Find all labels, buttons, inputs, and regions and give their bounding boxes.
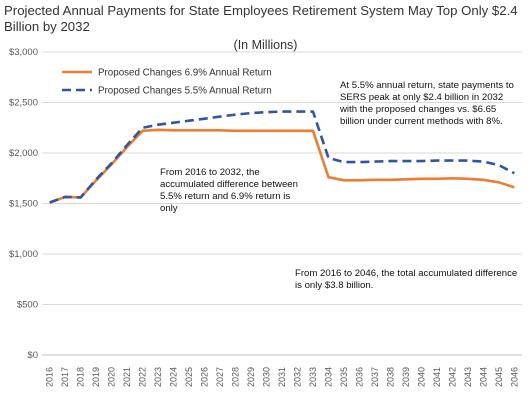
gridlines (42, 51, 522, 356)
y-tick-label: $3,000 (9, 47, 38, 58)
x-tick-label: 2022 (138, 367, 148, 387)
x-tick-label: 2019 (91, 367, 101, 387)
x-tick-label: 2017 (60, 367, 70, 387)
x-tick-label: 2043 (463, 367, 473, 387)
x-tick-label: 2029 (246, 367, 256, 387)
x-tick-label: 2027 (215, 367, 225, 387)
x-tick-label: 2026 (200, 367, 210, 387)
y-tick-label: $1,500 (9, 199, 38, 210)
y-tick-label: $500 (17, 300, 38, 311)
x-tick-label: 2023 (153, 367, 163, 387)
legend-label: Proposed Changes 6.9% Annual Return (98, 68, 272, 79)
x-tick-label: 2030 (262, 367, 272, 387)
x-tick-label: 2033 (308, 367, 318, 387)
x-tick-label: 2024 (169, 367, 179, 387)
x-tick-label: 2020 (107, 367, 117, 387)
series-line (49, 110, 515, 204)
x-axis-ticks: 2016 2017 2018 2019 2020 2021 2022 2023 2024 2025… (45, 367, 520, 387)
y-tick-label: $2,500 (9, 98, 38, 109)
annotation-peak-2032: At 5.5% annual return, state payments to… (340, 80, 514, 127)
x-tick-label: 2028 (231, 367, 241, 387)
x-tick-label: 2031 (277, 367, 287, 387)
y-tick-label: $2,000 (9, 148, 38, 159)
x-tick-label: 2032 (292, 367, 302, 387)
x-tick-label: 2038 (385, 367, 395, 387)
x-tick-label: 2046 (509, 367, 519, 387)
x-tick-label: 2041 (432, 367, 442, 387)
x-tick-label: 2036 (354, 367, 364, 387)
y-axis-ticks: $0 $500 $1,000 $1,500 $2,000 $2,500 $3,000 (9, 47, 38, 361)
annotation-accumulated-2032: From 2016 to 2032, the accumulated diffe… (160, 167, 298, 214)
x-tick-label: 2040 (416, 367, 426, 387)
legend: Proposed Changes 6.9% Annual Return Propo… (62, 68, 272, 97)
x-tick-label: 2039 (401, 367, 411, 387)
y-tick-label: $0 (27, 350, 38, 361)
legend-label: Proposed Changes 5.5% Annual Return (98, 86, 272, 97)
x-tick-label: 2035 (339, 367, 349, 387)
x-tick-label: 2037 (370, 367, 380, 387)
x-tick-label: 2044 (478, 367, 488, 387)
x-tick-label: 2021 (122, 367, 132, 387)
x-tick-label: 2034 (323, 367, 333, 387)
y-tick-label: $1,000 (9, 249, 38, 260)
chart-subtitle: (In Millions) (233, 38, 298, 52)
x-tick-label: 2042 (447, 367, 457, 387)
chart-title: Projected Annual Payments for State Empl… (4, 3, 518, 34)
x-tick-label: 2045 (494, 367, 504, 387)
x-tick-label: 2025 (184, 367, 194, 387)
annotation-total-2046: From 2016 to 2046, the total accumulated… (295, 268, 518, 291)
x-tick-label: 2016 (45, 367, 55, 387)
x-tick-label: 2018 (76, 367, 86, 387)
series-lines (49, 110, 515, 204)
